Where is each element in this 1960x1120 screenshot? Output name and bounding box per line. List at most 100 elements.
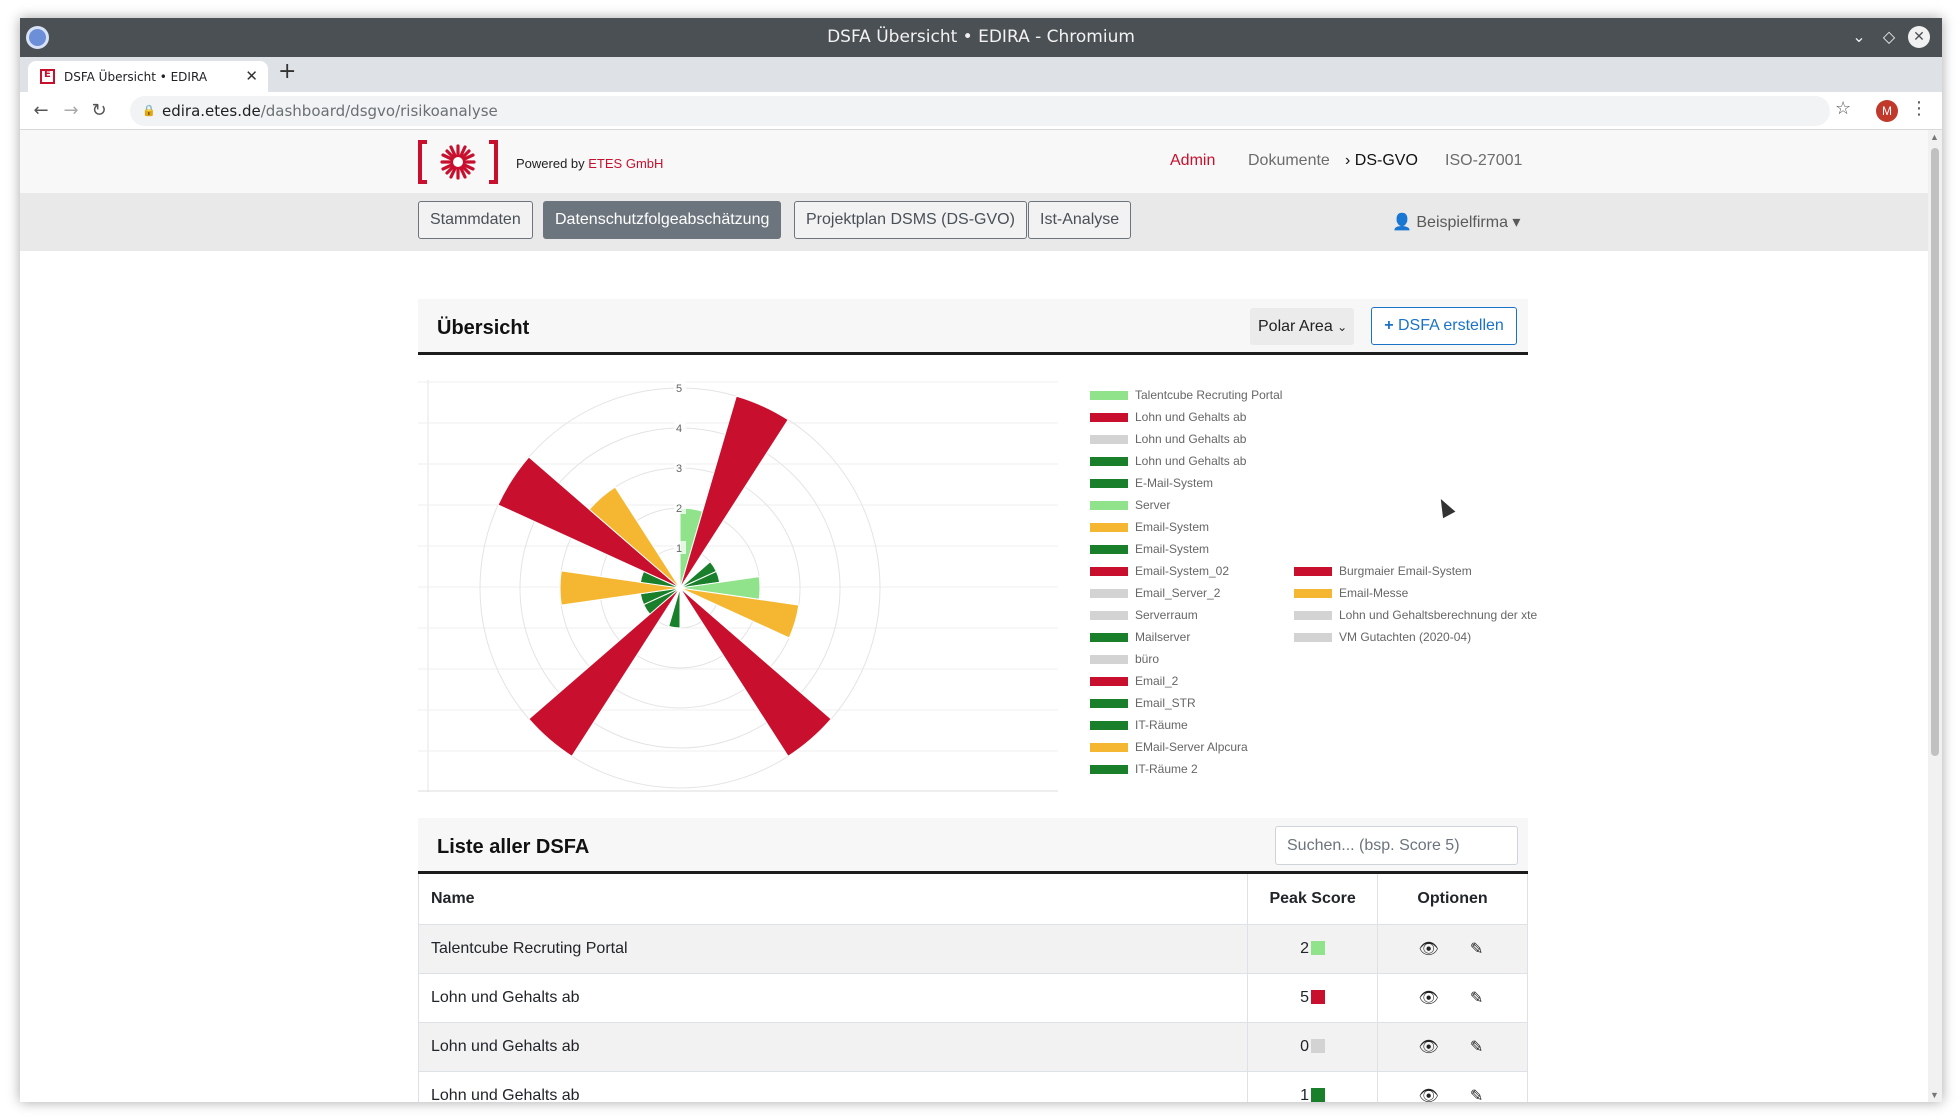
browser-tab[interactable]: DSFA Übersicht • EDIRA ✕ — [28, 61, 268, 92]
tab-ist-analyse[interactable]: Ist-Analyse — [1028, 201, 1132, 239]
scroll-down-icon[interactable]: ▼ — [1930, 1090, 1939, 1100]
reload-icon[interactable]: ↻ — [91, 100, 107, 121]
tab-datenschutzfolgeabschaetzung[interactable]: Datenschutzfolgeabschätzung — [543, 201, 782, 239]
favicon-icon — [40, 69, 55, 84]
legend-label: Email-System_02 — [1135, 564, 1230, 578]
bookmark-star-icon[interactable]: ☆ — [1835, 98, 1852, 119]
row-options: 👁 ✎ — [1377, 972, 1528, 1023]
tab-strip: DSFA Übersicht • EDIRA ✕ — [20, 57, 1942, 92]
create-dsfa-button[interactable]: + DSFA erstellen — [1371, 307, 1517, 345]
legend-swatch — [1090, 633, 1128, 642]
legend-label: Lohn und Gehalts ab — [1135, 410, 1247, 424]
overview-header: Übersicht Polar Area ⌄ + DSFA erstellen — [418, 299, 1528, 355]
page-scrollbar[interactable]: ▲ ▼ — [1928, 130, 1942, 1102]
browser-menu-icon[interactable]: ⋮ — [1910, 98, 1928, 119]
edit-icon[interactable]: ✎ — [1469, 1036, 1484, 1056]
eye-icon[interactable]: 👁 — [1418, 987, 1439, 1007]
tab-projektplan[interactable]: Projektplan DSMS (DS-GVO) — [794, 201, 1027, 239]
polar-wedge[interactable] — [668, 587, 681, 629]
close-tab-icon[interactable]: ✕ — [245, 67, 258, 85]
score-color-badge — [1311, 1038, 1326, 1053]
polar-wedge[interactable] — [559, 570, 681, 606]
edit-icon[interactable]: ✎ — [1469, 938, 1484, 958]
legend-swatch — [1294, 589, 1332, 598]
legend-swatch — [1090, 435, 1128, 444]
polar-wedge[interactable] — [679, 587, 800, 639]
address-bar[interactable]: 🔒 edira.etes.de/dashboard/dsgvo/risikoan… — [130, 96, 1830, 126]
eye-icon[interactable]: 👁 — [1418, 1085, 1439, 1103]
eye-icon[interactable]: 👁 — [1418, 938, 1439, 958]
row-score: 0 — [1247, 1021, 1379, 1072]
legend-label: Serverraum — [1135, 608, 1198, 622]
minimize-icon[interactable]: ⌄ — [1852, 27, 1866, 46]
eye-icon[interactable]: 👁 — [1418, 1036, 1439, 1056]
tick-label-bg — [674, 541, 686, 554]
row-name: Talentcube Recruting Portal — [417, 923, 1249, 974]
user-dropdown[interactable]: 👤 Beispielfirma ▾ — [1392, 214, 1521, 231]
legend-label: Server — [1135, 498, 1171, 512]
legend-label: Email-System — [1135, 520, 1210, 534]
score-value: 0 — [1300, 1037, 1310, 1055]
legend-label: Mailserver — [1135, 630, 1191, 644]
legend-swatch — [1090, 457, 1128, 466]
edit-icon[interactable]: ✎ — [1469, 1085, 1484, 1103]
column-header-score[interactable]: Peak Score — [1247, 874, 1379, 925]
legend-label: IT-Räume — [1135, 718, 1188, 732]
table-row: Lohn und Gehalts ab 0 👁 ✎ — [417, 1021, 1528, 1072]
user-icon: 👤 — [1392, 214, 1412, 231]
row-score: 2 — [1247, 923, 1379, 974]
row-name: Lohn und Gehalts ab — [417, 1070, 1249, 1102]
polar-area-chart: 1 2 3 4 5 Talentcube Recruting Portal Lohn un… — [418, 380, 1537, 792]
row-score: 5 — [1247, 972, 1379, 1023]
r-tick-label: 1 — [676, 543, 682, 555]
forward-icon[interactable]: → — [63, 100, 79, 121]
scrollbar-thumb[interactable] — [1931, 148, 1939, 756]
polar-wedge[interactable] — [679, 395, 789, 589]
sub-navigation: Stammdaten Datenschutzfolgeabschätzung P… — [20, 193, 1928, 251]
nav-ds-gvo[interactable]: › DS-GVO — [1345, 152, 1418, 169]
legend-label: Lohn und Gehaltsberechnung der xte — [1339, 608, 1538, 622]
score-value: 1 — [1300, 1086, 1310, 1103]
window-title: DSFA Übersicht • EDIRA - Chromium — [827, 27, 1135, 47]
legend-swatch — [1090, 743, 1128, 752]
edit-icon[interactable]: ✎ — [1469, 987, 1484, 1007]
new-tab-icon[interactable]: + — [278, 59, 297, 84]
chart-type-select[interactable]: Polar Area ⌄ — [1250, 308, 1354, 345]
profile-avatar[interactable]: M — [1876, 100, 1898, 122]
legend-label: Email-Messe — [1339, 586, 1409, 600]
score-value: 5 — [1300, 988, 1310, 1006]
legend-swatch — [1090, 413, 1128, 422]
nav-iso-27001[interactable]: ISO-27001 — [1445, 152, 1523, 169]
legend-swatch — [1090, 501, 1128, 510]
row-name: Lohn und Gehalts ab — [417, 1021, 1249, 1072]
legend-swatch — [1090, 391, 1128, 400]
search-input[interactable] — [1275, 826, 1518, 865]
score-color-badge — [1311, 1087, 1326, 1102]
column-header-options: Optionen — [1377, 874, 1528, 925]
tick-label-bg — [674, 421, 686, 434]
back-icon[interactable]: ← — [33, 100, 49, 121]
polar-wedge[interactable] — [528, 587, 681, 757]
polar-wedge[interactable] — [588, 486, 681, 589]
column-header-name[interactable]: Name — [417, 874, 1249, 925]
polar-wedge[interactable] — [679, 587, 832, 757]
nav-dokumente[interactable]: Dokumente — [1248, 152, 1330, 169]
chart-canvas: 1 2 3 4 5 — [418, 380, 1058, 792]
window-titlebar: DSFA Übersicht • EDIRA - Chromium ⌄ ◇ ✕ — [20, 18, 1942, 57]
score-color-badge — [1311, 989, 1326, 1004]
etes-link[interactable]: ETES GmbH — [588, 156, 664, 171]
row-score: 1 — [1247, 1070, 1379, 1103]
r-tick-label: 2 — [676, 503, 682, 515]
scroll-up-icon[interactable]: ▲ — [1930, 132, 1939, 142]
tab-stammdaten[interactable]: Stammdaten — [418, 201, 533, 239]
edira-logo-icon[interactable] — [418, 140, 498, 184]
maximize-icon[interactable]: ◇ — [1882, 27, 1896, 46]
close-window-icon[interactable]: ✕ — [1908, 26, 1930, 48]
row-options: 👁 ✎ — [1377, 1070, 1528, 1103]
polar-wedge[interactable] — [497, 456, 681, 589]
legend-label: Lohn und Gehalts ab — [1135, 432, 1247, 446]
legend-label: Talentcube Recruting Portal — [1135, 388, 1283, 402]
nav-admin[interactable]: Admin — [1170, 152, 1216, 169]
chromium-icon — [26, 26, 49, 49]
legend-swatch — [1294, 633, 1332, 642]
